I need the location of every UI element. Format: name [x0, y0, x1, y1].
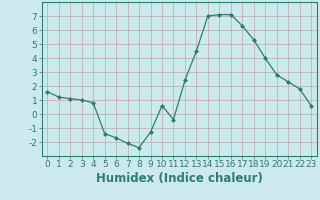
X-axis label: Humidex (Indice chaleur): Humidex (Indice chaleur): [96, 172, 263, 185]
